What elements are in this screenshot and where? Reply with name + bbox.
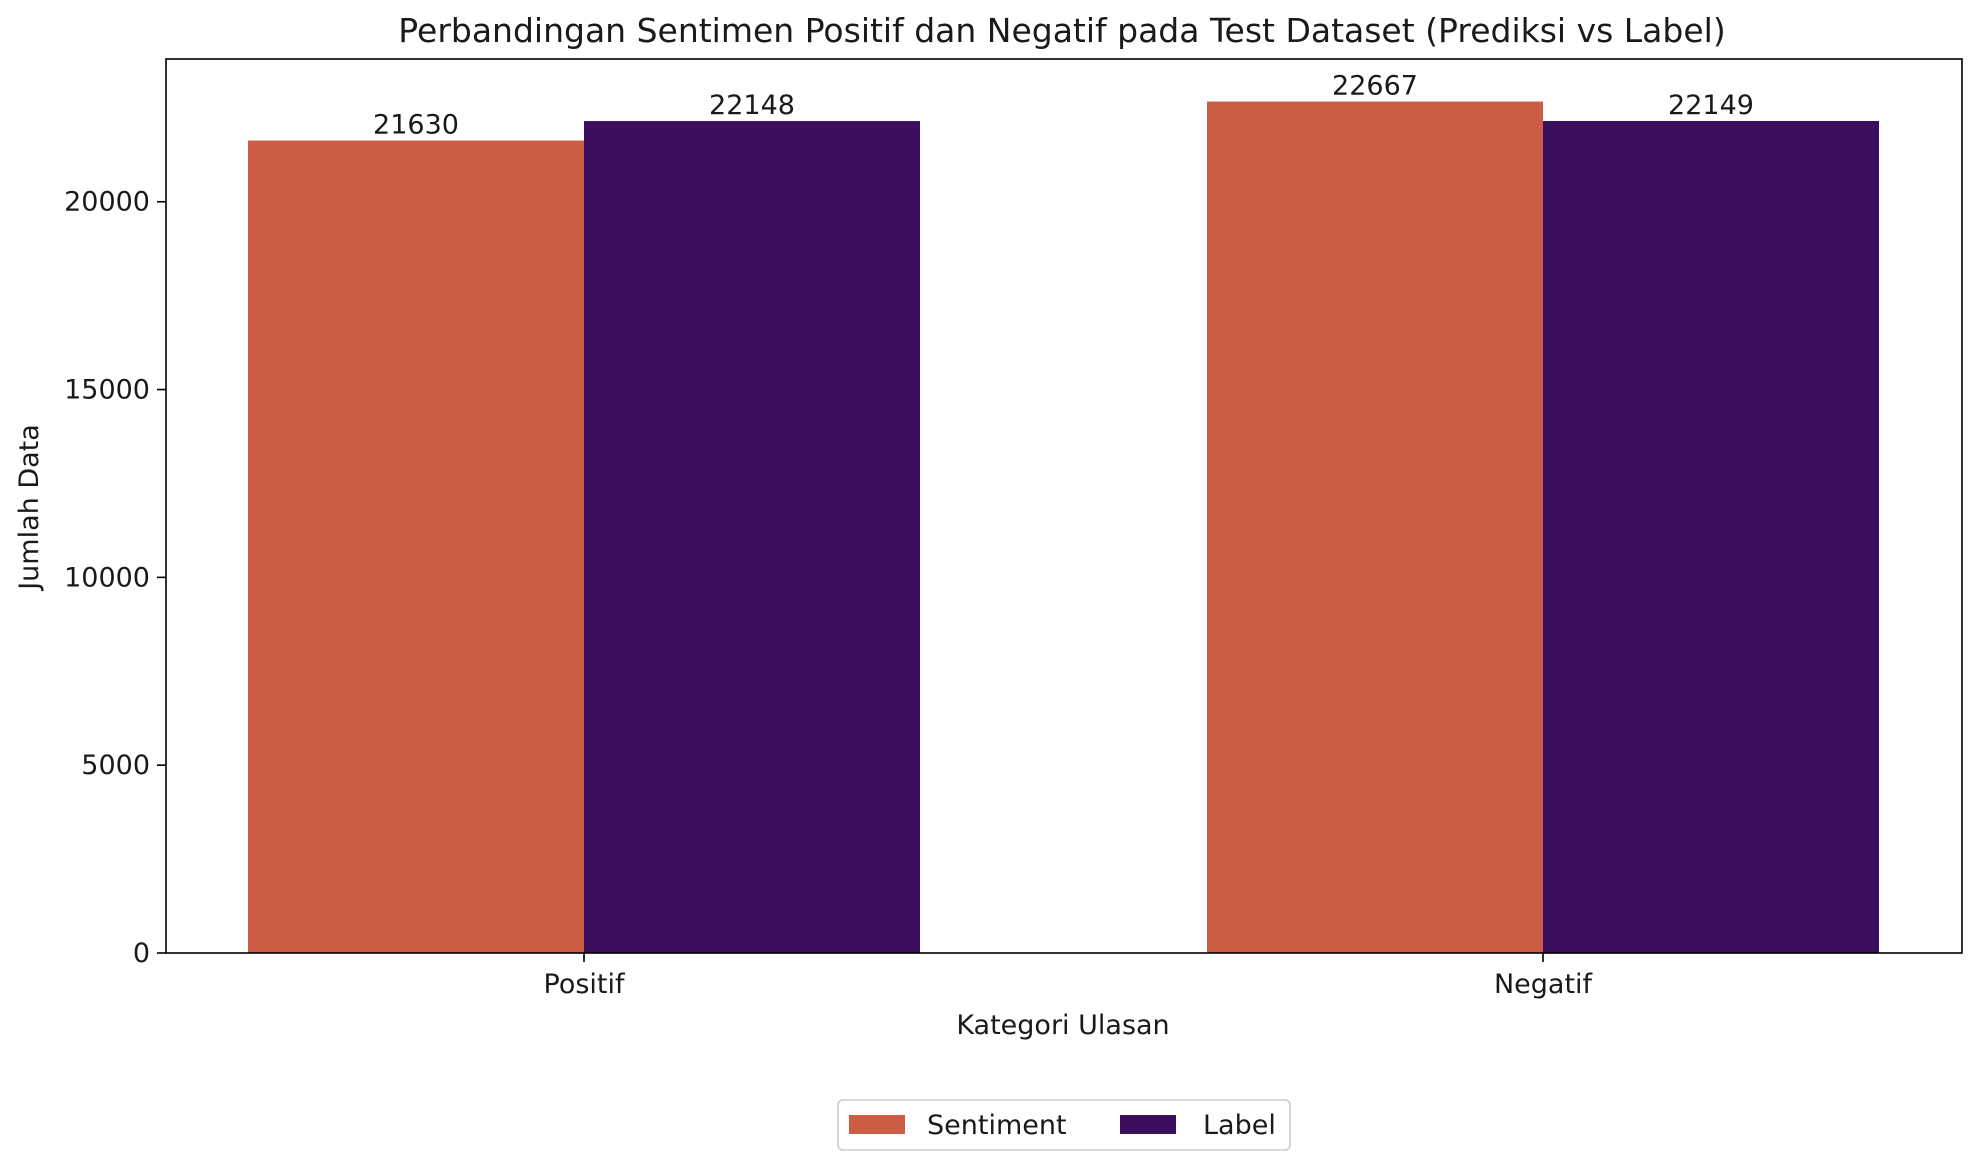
x-axis-label: Kategori Ulasan [956,1010,1169,1041]
bar-label-positif [584,121,920,953]
legend-swatch-label [1120,1115,1176,1134]
data-label-label-negatif: 22149 [1668,90,1754,121]
axes-layer: 0 5000 10000 15000 20000 Positif Negatif [64,58,1963,1000]
bar-sentiment-positif [248,140,584,953]
data-label-label-positif: 22148 [709,90,795,121]
y-tick-label: 5000 [81,750,150,781]
y-tick-label: 20000 [64,187,150,218]
chart-title: Perbandingan Sentimen Positif dan Negati… [398,11,1725,50]
y-tick-label: 15000 [64,375,150,406]
y-tick-label: 0 [133,938,150,969]
x-tick-label-positif: Positif [544,969,626,1000]
y-axis-label: Jumlah Data [14,424,45,592]
legend-label-sentiment: Sentiment [927,1110,1067,1141]
data-labels-layer: 21630 22667 22148 22149 [373,71,1754,141]
data-label-sentiment-negatif: 22667 [1332,71,1418,102]
legend: Sentiment Label [837,1099,1291,1151]
x-tick-label-negatif: Negatif [1494,969,1594,1000]
y-tick-label: 10000 [64,562,150,593]
legend-label-label: Label [1203,1110,1276,1141]
bar-sentiment-negatif [1207,101,1543,954]
legend-swatch-sentiment [849,1115,905,1134]
bar-label-negatif [1543,121,1879,954]
legend-frame [837,1099,1291,1151]
plot-frame [165,58,1963,954]
bars-layer [248,101,1879,954]
data-label-sentiment-positif: 21630 [373,110,459,141]
